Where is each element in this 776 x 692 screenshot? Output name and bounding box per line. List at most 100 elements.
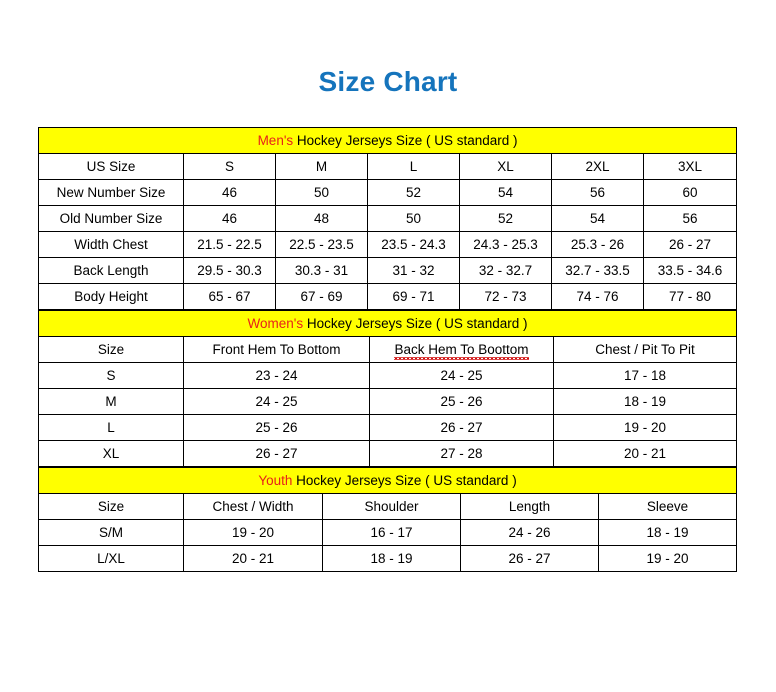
womens-cell: 18 - 19: [553, 388, 737, 415]
youth-col-4: Sleeve: [598, 493, 737, 520]
mens-cell: 31 - 32: [367, 257, 460, 284]
mens-col-0: US Size: [38, 153, 184, 180]
womens-cell: 20 - 21: [553, 440, 737, 467]
mens-cell: 56: [642, 205, 738, 232]
mens-section-rest: Hockey Jerseys Size ( US standard ): [293, 133, 518, 148]
youth-section-highlight: Youth: [258, 473, 293, 488]
table-row: M 24 - 25 25 - 26 18 - 19: [38, 388, 737, 415]
womens-col-3: Chest / Pit To Pit: [553, 336, 737, 363]
mens-col-3: L: [367, 153, 460, 180]
size-chart-tables: Men's Hockey Jerseys Size ( US standard …: [37, 127, 738, 572]
mens-row-label: Body Height: [38, 283, 184, 310]
table-row: L 25 - 26 26 - 27 19 - 20: [38, 414, 737, 441]
womens-column-header-row: Size Front Hem To Bottom Back Hem To Boo…: [38, 336, 737, 363]
table-row: Body Height 65 - 67 67 - 69 69 - 71 72 -…: [38, 283, 738, 310]
womens-cell: 26 - 27: [183, 440, 370, 467]
youth-cell: 16 - 17: [322, 519, 461, 546]
mens-cell: 24.3 - 25.3: [459, 231, 552, 258]
mens-col-5: 2XL: [551, 153, 644, 180]
womens-cell: 27 - 28: [369, 440, 554, 467]
table-row: S 23 - 24 24 - 25 17 - 18: [38, 362, 737, 389]
mens-row-label: Back Length: [38, 257, 184, 284]
table-row: L/XL 20 - 21 18 - 19 26 - 27 19 - 20: [38, 545, 737, 572]
mens-col-4: XL: [459, 153, 552, 180]
mens-cell: 30.3 - 31: [275, 257, 368, 284]
mens-cell: 29.5 - 30.3: [183, 257, 276, 284]
mens-cell: 26 - 27: [642, 231, 738, 258]
womens-section-header: Women's Hockey Jerseys Size ( US standar…: [38, 310, 737, 337]
mens-cell: 54: [459, 179, 552, 206]
mens-cell: 48: [275, 205, 368, 232]
mens-col-6: 3XL: [642, 153, 738, 180]
womens-row-label: S: [38, 362, 184, 389]
youth-row-label: S/M: [38, 519, 184, 546]
mens-cell: 50: [367, 205, 460, 232]
womens-row-label: M: [38, 388, 184, 415]
youth-row-label: L/XL: [38, 545, 184, 572]
mens-section-highlight: Men's: [257, 133, 294, 148]
mens-col-1: S: [183, 153, 276, 180]
mens-cell: 56: [551, 179, 644, 206]
table-row: Old Number Size 46 48 50 52 54 56: [38, 205, 738, 232]
mens-cell: 74 - 76: [551, 283, 644, 310]
youth-cell: 18 - 19: [598, 519, 737, 546]
mens-row-label: Old Number Size: [38, 205, 184, 232]
mens-cell: 22.5 - 23.5: [275, 231, 368, 258]
mens-col-2: M: [275, 153, 368, 180]
mens-cell: 32.7 - 33.5: [551, 257, 644, 284]
womens-cell: 24 - 25: [183, 388, 370, 415]
mens-cell: 77 - 80: [642, 283, 738, 310]
womens-cell: 24 - 25: [369, 362, 554, 389]
table-row: S/M 19 - 20 16 - 17 24 - 26 18 - 19: [38, 519, 737, 546]
mens-cell: 69 - 71: [367, 283, 460, 310]
youth-column-header-row: Size Chest / Width Shoulder Length Sleev…: [38, 493, 737, 520]
womens-row-label: XL: [38, 440, 184, 467]
mens-cell: 67 - 69: [275, 283, 368, 310]
mens-row-label: New Number Size: [38, 179, 184, 206]
youth-col-2: Shoulder: [322, 493, 461, 520]
youth-col-1: Chest / Width: [183, 493, 323, 520]
mens-cell: 65 - 67: [183, 283, 276, 310]
mens-cell: 46: [183, 179, 276, 206]
womens-cell: 19 - 20: [553, 414, 737, 441]
youth-cell: 24 - 26: [460, 519, 599, 546]
mens-row-label: Width Chest: [38, 231, 184, 258]
youth-cell: 19 - 20: [183, 519, 323, 546]
mens-size-table: Men's Hockey Jerseys Size ( US standard …: [37, 127, 738, 310]
mens-section-header-text: Men's Hockey Jerseys Size ( US standard …: [37, 127, 738, 154]
misspelled-column-label: Back Hem To Boottom: [394, 342, 529, 360]
mens-cell: 46: [183, 205, 276, 232]
mens-cell: 52: [367, 179, 460, 206]
mens-cell: 60: [642, 179, 738, 206]
mens-cell: 33.5 - 34.6: [642, 257, 738, 284]
table-row: New Number Size 46 50 52 54 56 60: [38, 179, 738, 206]
mens-section-header: Men's Hockey Jerseys Size ( US standard …: [37, 127, 738, 154]
mens-cell: 72 - 73: [459, 283, 552, 310]
table-row: Width Chest 21.5 - 22.5 22.5 - 23.5 23.5…: [38, 231, 738, 258]
table-row: Back Length 29.5 - 30.3 30.3 - 31 31 - 3…: [38, 257, 738, 284]
youth-section-rest: Hockey Jerseys Size ( US standard ): [292, 473, 517, 488]
table-row: XL 26 - 27 27 - 28 20 - 21: [38, 440, 737, 467]
youth-section-header-text: Youth Hockey Jerseys Size ( US standard …: [38, 467, 737, 494]
youth-cell: 19 - 20: [598, 545, 737, 572]
womens-col-0: Size: [38, 336, 184, 363]
womens-col-2: Back Hem To Boottom: [369, 336, 554, 363]
womens-size-table: Women's Hockey Jerseys Size ( US standar…: [38, 310, 737, 467]
youth-section-header: Youth Hockey Jerseys Size ( US standard …: [38, 467, 737, 494]
womens-cell: 25 - 26: [183, 414, 370, 441]
womens-row-label: L: [38, 414, 184, 441]
mens-column-header-row: US Size S M L XL 2XL 3XL: [38, 153, 738, 180]
youth-cell: 20 - 21: [183, 545, 323, 572]
youth-size-table: Youth Hockey Jerseys Size ( US standard …: [38, 467, 737, 572]
mens-cell: 54: [551, 205, 644, 232]
womens-cell: 26 - 27: [369, 414, 554, 441]
mens-cell: 21.5 - 22.5: [183, 231, 276, 258]
youth-cell: 18 - 19: [322, 545, 461, 572]
youth-cell: 26 - 27: [460, 545, 599, 572]
mens-cell: 25.3 - 26: [551, 231, 644, 258]
youth-col-0: Size: [38, 493, 184, 520]
mens-cell: 23.5 - 24.3: [367, 231, 460, 258]
womens-section-rest: Hockey Jerseys Size ( US standard ): [303, 316, 528, 331]
page-title: Size Chart: [318, 66, 458, 97]
